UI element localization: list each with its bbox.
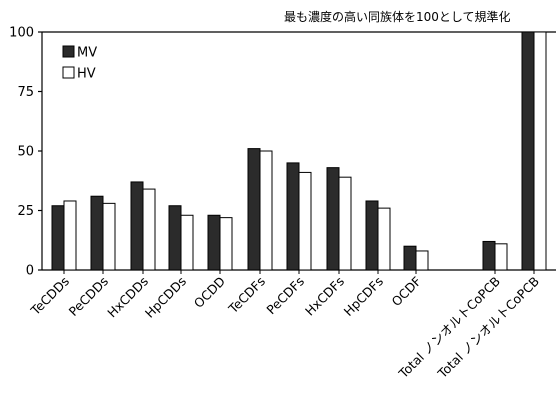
bar-mv-4 [207, 214, 221, 271]
bar-hv-6 [298, 171, 312, 271]
bar-hv-9 [415, 250, 429, 271]
y-tick-label: 50 [17, 145, 34, 160]
y-tick-label: 0 [26, 264, 34, 279]
legend-label-mv: MV [77, 46, 97, 61]
legend: MV HV [62, 45, 97, 82]
bar-mv-11 [521, 31, 535, 271]
bar-mv-6 [286, 162, 300, 271]
x-tick-label: TeCDFs [225, 274, 268, 317]
x-tick-label: PeCDDs [66, 274, 111, 319]
x-tick-label: PeCDFs [263, 274, 307, 318]
bar-mv-10 [482, 240, 496, 271]
x-tick-label: TeCDDs [27, 274, 72, 319]
bar-mv-3 [168, 205, 182, 271]
bar-mv-7 [326, 167, 340, 271]
bar-mv-5 [247, 148, 261, 271]
bar-hv-5 [259, 150, 273, 271]
y-tick-label: 25 [17, 204, 34, 219]
x-tick-label: HpCDDs [142, 274, 189, 321]
bar-hv-3 [180, 214, 194, 271]
legend-label-hv: HV [77, 67, 96, 82]
bar-hv-0 [63, 200, 77, 271]
legend-swatch-hv [62, 66, 75, 79]
bar-mv-9 [403, 245, 417, 271]
bar-mv-1 [90, 195, 104, 271]
bar-mv-2 [130, 181, 144, 271]
bar-mv-8 [365, 200, 379, 271]
y-tick-label: 75 [17, 85, 34, 100]
x-tick-label: HpCDFs [341, 274, 387, 320]
bar-hv-2 [142, 188, 156, 271]
legend-swatch-mv [62, 45, 75, 58]
bar-hv-11 [533, 31, 547, 271]
bar-hv-10 [494, 243, 508, 271]
bar-hv-7 [338, 176, 352, 271]
x-tick-label: OCDD [191, 274, 228, 311]
bar-hv-4 [219, 217, 233, 271]
bar-hv-8 [377, 207, 391, 271]
x-tick-label: OCDF [388, 274, 424, 310]
chart-note: 最も濃度の高い同族体を100として規準化 [284, 9, 511, 24]
bar-hv-1 [102, 202, 116, 271]
bar-mv-0 [51, 205, 65, 271]
x-tick-label: HxCDFs [302, 274, 347, 319]
y-tick-label: 100 [9, 26, 34, 41]
